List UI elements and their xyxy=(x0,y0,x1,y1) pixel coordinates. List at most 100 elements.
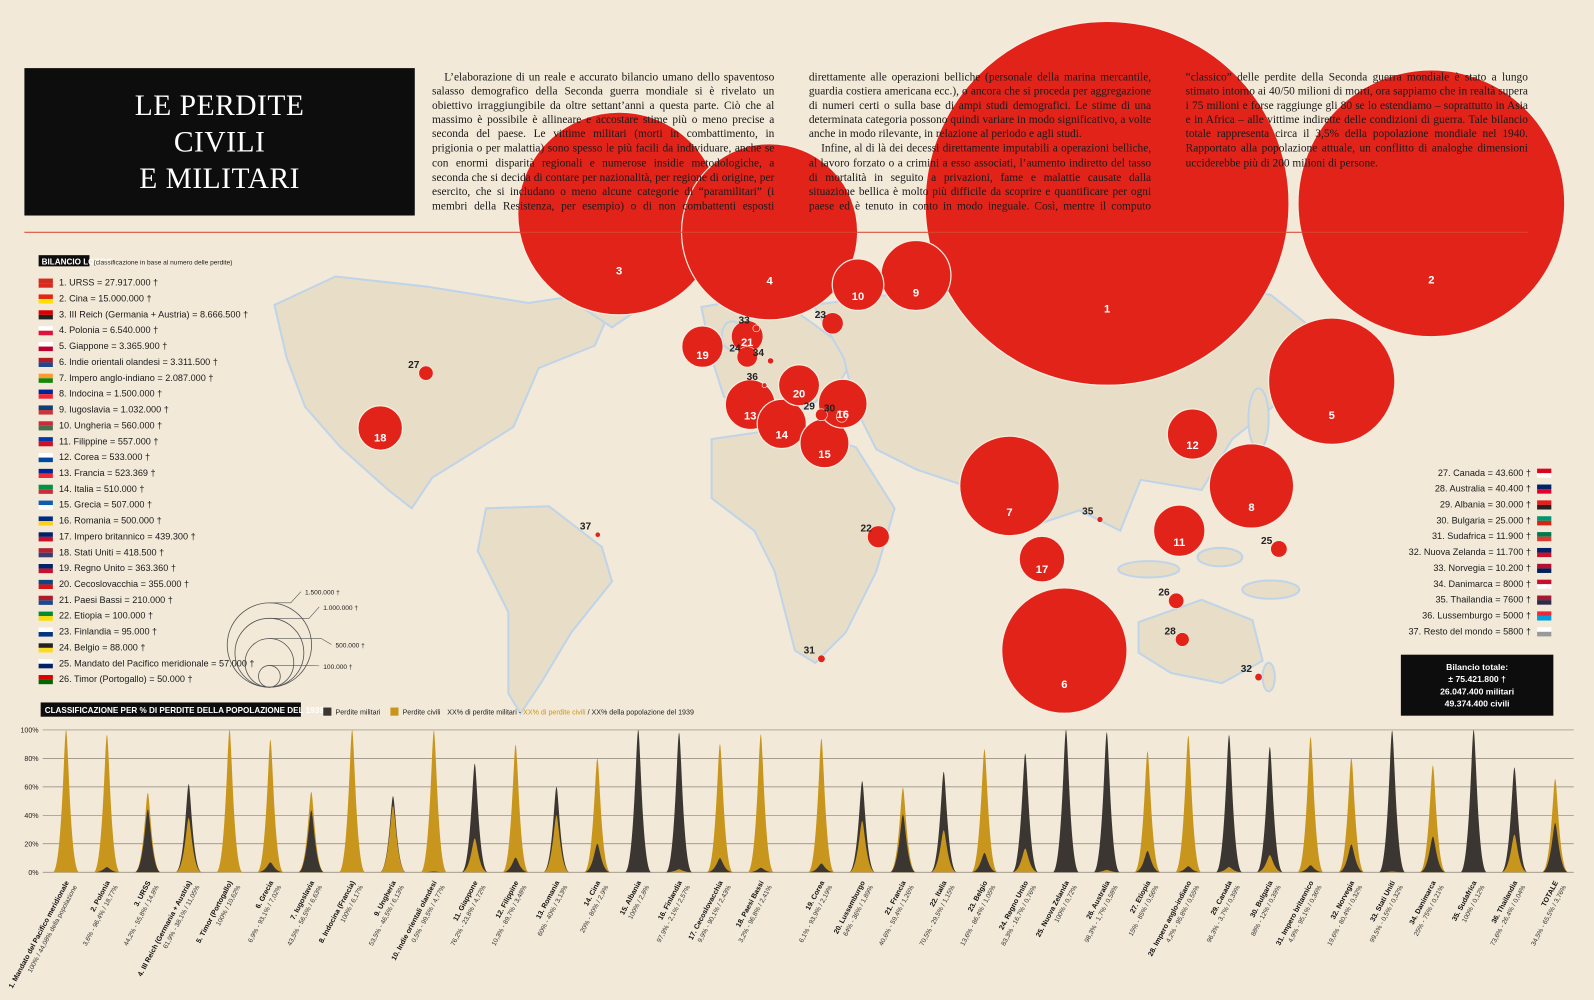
y-tick-label: 100% xyxy=(20,726,39,734)
spike xyxy=(1541,823,1569,873)
flag xyxy=(38,409,53,415)
title-line: E MILITARI xyxy=(139,162,300,195)
list-item: 27. Canada = 43.600 † xyxy=(1438,468,1531,478)
legend-label: Perdite civili xyxy=(403,709,441,717)
bubble xyxy=(418,365,434,381)
flag xyxy=(38,564,53,569)
spike xyxy=(216,729,243,873)
flag xyxy=(38,659,53,664)
list-item: 18. Stati Uniti = 418.500 † xyxy=(59,547,164,557)
bubble-label: 3 xyxy=(616,265,622,277)
bubble xyxy=(767,357,774,365)
flag xyxy=(38,346,53,352)
spike xyxy=(420,730,448,873)
bubble-label: 1 xyxy=(1104,304,1110,316)
y-tick-label: 20% xyxy=(24,840,39,848)
list-item: 15. Grecia = 507.000 † xyxy=(59,500,152,510)
chart-title: CLASSIFICAZIONE PER % DI PERDITE DELLA P… xyxy=(45,706,324,715)
spike xyxy=(747,734,775,873)
list-item: 33. Norvegia = 10.200 † xyxy=(1433,563,1531,573)
bubble-label: 22 xyxy=(860,524,872,535)
spike xyxy=(1378,730,1406,873)
total-box: Bilancio totale: ± 75.421.800 † 26.047.4… xyxy=(1400,654,1554,716)
flag xyxy=(1537,532,1552,537)
spike xyxy=(1134,850,1161,873)
bubble xyxy=(681,325,724,369)
bubble xyxy=(594,531,601,538)
list-item: 31. Sudafrica = 11.900 † xyxy=(1432,531,1531,541)
north-america xyxy=(273,275,612,510)
flag xyxy=(1537,473,1552,478)
bubble-label: 36 xyxy=(747,372,759,383)
spike xyxy=(1175,866,1202,873)
list-item: 35. Thailandia = 7600 † xyxy=(1436,595,1531,605)
spike xyxy=(971,749,998,873)
y-tick-label: 60% xyxy=(24,783,39,791)
flag xyxy=(38,611,53,617)
bubble xyxy=(1018,535,1066,583)
list-item: 24. Belgio = 88.000 † xyxy=(59,642,146,652)
flag xyxy=(38,675,53,680)
list-subtitle: (classificazione in base al numero delle… xyxy=(94,259,233,266)
flag xyxy=(38,421,53,426)
bubble-label: 8 xyxy=(1248,502,1254,514)
bubble xyxy=(835,411,848,423)
bubble xyxy=(959,435,1060,537)
spike xyxy=(1093,869,1120,873)
spike xyxy=(1419,765,1447,873)
island xyxy=(1117,560,1181,579)
bubble-label: 18 xyxy=(374,432,386,444)
list-item: 36. Lussemburgo = 5000 † xyxy=(1422,610,1531,620)
x-tick-label: 1. Mandato del Pacifico meridionale xyxy=(7,880,71,990)
spike xyxy=(1460,729,1487,873)
spike xyxy=(1297,865,1324,873)
list-item: 5. Giappone = 3.365.900 † xyxy=(59,341,167,351)
bubble xyxy=(1175,632,1190,647)
spike xyxy=(175,818,202,873)
list-item: 23. Finlandia = 95.000 † xyxy=(59,627,157,637)
bubble xyxy=(831,258,885,312)
spike xyxy=(134,809,162,873)
flag xyxy=(38,584,53,590)
spike xyxy=(502,857,529,873)
flag xyxy=(38,283,53,288)
flag xyxy=(1537,484,1552,490)
spike xyxy=(461,763,488,873)
total-line: 26.047.400 militari xyxy=(1440,686,1515,697)
list-item: 9. Iugoslavia = 1.032.000 † xyxy=(59,405,169,415)
bubble-label: 16 xyxy=(837,409,849,421)
list-item: 8. Indocina = 1.500.000 † xyxy=(59,389,162,399)
bubble xyxy=(867,525,890,548)
spike xyxy=(930,830,957,873)
legend-swatch xyxy=(390,707,399,716)
flag xyxy=(38,373,53,379)
list-item: 12. Corea = 533.000 † xyxy=(59,452,150,462)
bubble xyxy=(817,654,826,663)
flag xyxy=(38,552,53,558)
spike xyxy=(461,838,488,873)
spike xyxy=(257,862,284,873)
spike xyxy=(665,732,693,873)
spike xyxy=(1256,855,1284,873)
flag xyxy=(38,330,53,336)
spike xyxy=(747,867,775,873)
list-item: 1. URSS = 27.917.000 † xyxy=(59,278,158,288)
list-item: 22. Etiopia = 100.000 † xyxy=(59,611,153,621)
flag xyxy=(1537,500,1552,505)
bubble xyxy=(821,312,844,335)
flag xyxy=(1537,627,1552,632)
